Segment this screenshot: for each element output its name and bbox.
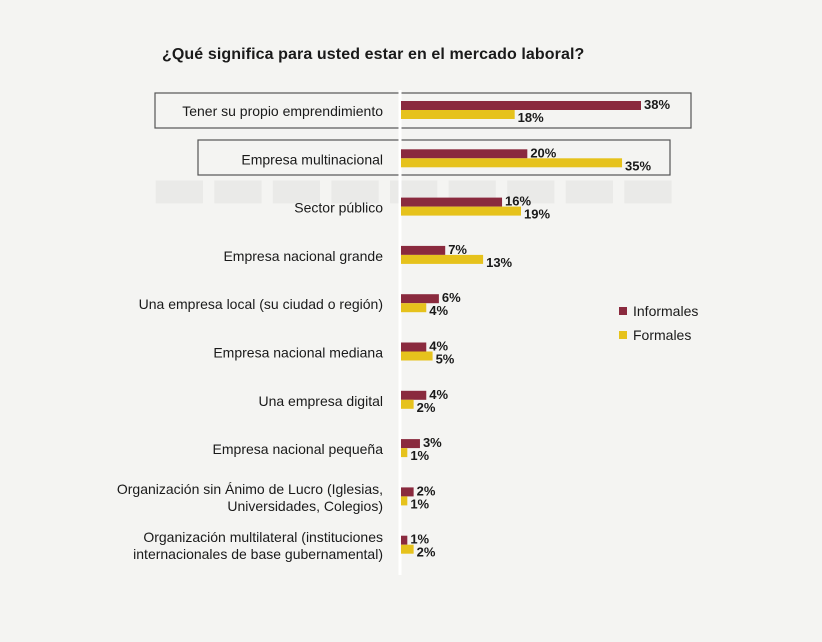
bar-informales <box>401 245 446 255</box>
data-label-formales: 2% <box>417 400 436 415</box>
category-label-line: Tener su propio emprendimiento <box>182 103 383 119</box>
bar-informales <box>401 149 528 159</box>
bar-formales <box>401 254 484 264</box>
bar-informales <box>401 439 420 449</box>
bar-formales <box>401 303 427 313</box>
category-label-line: Sector público <box>294 200 383 216</box>
category-label: Una empresa digital <box>258 393 383 409</box>
legend-label-formales: Formales <box>633 327 691 343</box>
bar-formales <box>401 448 408 458</box>
category-label-line: Una empresa local (su ciudad o región) <box>139 296 383 312</box>
data-label-formales: 35% <box>625 158 651 173</box>
data-label-formales: 18% <box>518 110 544 125</box>
data-label-formales: 4% <box>429 303 448 318</box>
data-label-informales: 3% <box>423 435 442 450</box>
data-label-formales: 19% <box>524 207 550 222</box>
bar-informales <box>401 197 503 207</box>
bar-formales <box>401 399 414 409</box>
bar-formales <box>401 544 414 554</box>
data-label-informales: 6% <box>442 290 461 305</box>
bar-informales <box>401 487 414 497</box>
category-label-line: Organización multilateral (instituciones <box>143 529 383 545</box>
highlight-box-0 <box>154 92 692 129</box>
category-label-line: Empresa multinacional <box>241 151 383 167</box>
data-label-informales: 4% <box>429 339 448 354</box>
category-label: Empresa nacional grande <box>223 248 383 264</box>
category-label: Organización sin Ánimo de Lucro (Iglesia… <box>117 481 383 514</box>
bar-informales <box>401 390 427 400</box>
data-label-informales: 7% <box>448 242 467 257</box>
bar-informales <box>401 535 408 545</box>
data-label-informales: 2% <box>417 483 436 498</box>
data-label-informales: 1% <box>410 532 429 547</box>
bar-informales <box>401 342 427 352</box>
data-label-informales: 4% <box>429 387 448 402</box>
category-label-line: Empresa nacional mediana <box>213 345 383 361</box>
category-label-line: Organización sin Ánimo de Lucro (Iglesia… <box>117 481 383 497</box>
bar-formales <box>401 110 515 119</box>
category-label: Organización multilateral (instituciones… <box>133 529 383 562</box>
category-label-line: Universidades, Colegios) <box>227 498 383 514</box>
category-label: Una empresa local (su ciudad o región) <box>139 296 383 312</box>
legend-swatch-formales <box>619 331 627 339</box>
category-label-line: internacionales de base gubernamental) <box>133 546 383 562</box>
legend-label-informales: Informales <box>633 303 698 319</box>
category-label-line: Una empresa digital <box>258 393 383 409</box>
category-label: Empresa nacional pequeña <box>213 441 384 457</box>
data-label-formales: 13% <box>486 255 512 270</box>
data-label-formales: 1% <box>410 448 429 463</box>
data-label-informales: 38% <box>644 97 670 112</box>
highlight-box-1 <box>197 139 671 176</box>
chart-title: ¿Qué significa para usted estar en el me… <box>162 46 585 63</box>
bar-formales <box>401 158 623 168</box>
data-label-formales: 1% <box>410 496 429 511</box>
category-label: Sector público <box>294 200 383 216</box>
category-label: Empresa multinacional <box>241 151 383 167</box>
bar-formales <box>401 206 521 216</box>
bar-formales <box>401 351 433 361</box>
category-label: Tener su propio emprendimiento <box>182 103 383 119</box>
data-label-informales: 16% <box>505 194 531 209</box>
bar-formales <box>401 496 408 506</box>
data-label-formales: 5% <box>436 352 455 367</box>
legend-swatch-informales <box>619 307 627 315</box>
bar-informales <box>401 101 641 110</box>
category-label-line: Empresa nacional pequeña <box>213 441 384 457</box>
category-label-line: Empresa nacional grande <box>223 248 383 264</box>
category-label: Empresa nacional mediana <box>213 345 383 361</box>
bar-informales <box>401 294 439 304</box>
data-label-formales: 2% <box>417 545 436 560</box>
data-label-informales: 20% <box>530 145 556 160</box>
